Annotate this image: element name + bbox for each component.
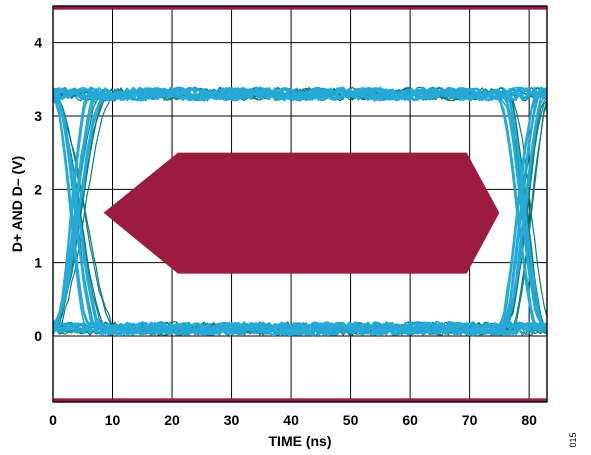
x-tick-label: 40: [283, 412, 299, 428]
eye-trace: [53, 86, 547, 328]
y-tick-label: 1: [34, 255, 42, 271]
x-axis-ticks: 0 10 20 30 40 50 60 70 80: [49, 412, 537, 428]
y-tick-label: 4: [34, 35, 42, 51]
y-tick-label: 0: [34, 328, 42, 344]
x-tick-label: 20: [164, 412, 180, 428]
y-tick-label: 3: [34, 108, 42, 124]
mask-bottom-bar: [53, 398, 547, 402]
x-tick-label: 50: [343, 412, 359, 428]
eye-trace: [53, 86, 547, 102]
x-tick-label: 80: [521, 412, 537, 428]
y-tick-label: 2: [34, 181, 42, 197]
eye-mask: [53, 6, 547, 402]
y-axis-ticks: 0 1 2 3 4: [34, 35, 42, 344]
eye-traces: [53, 86, 547, 337]
eye-trace: [53, 321, 547, 337]
x-tick-label: 60: [402, 412, 418, 428]
x-tick-label: 70: [462, 412, 478, 428]
x-axis-title: TIME (ns): [269, 433, 332, 449]
eye-trace: [53, 86, 547, 330]
mask-hexagon: [103, 152, 500, 274]
x-tick-label: 30: [224, 412, 240, 428]
x-tick-label: 10: [105, 412, 121, 428]
eye-trace: [53, 86, 547, 102]
plot-frame: [52, 5, 548, 403]
figure-id: 015: [568, 432, 578, 447]
y-axis-title: D+ AND D– (V): [9, 156, 25, 252]
x-tick-label: 0: [49, 412, 57, 428]
mask-top-bar: [53, 6, 547, 10]
